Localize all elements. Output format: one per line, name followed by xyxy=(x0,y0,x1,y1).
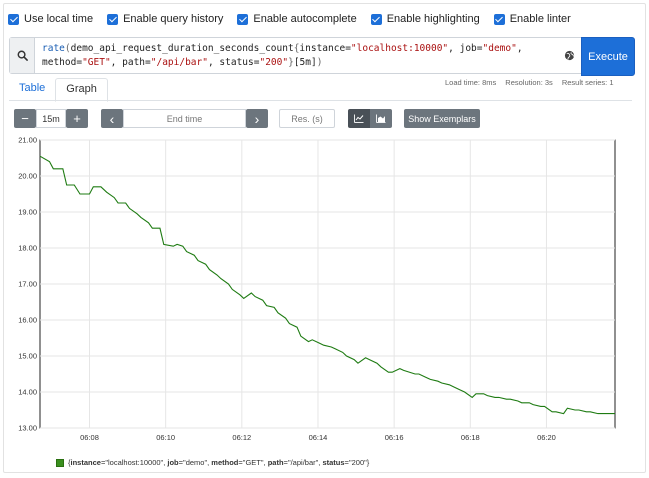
y-tick-label: 21.00 xyxy=(18,136,37,145)
y-tick-label: 16.00 xyxy=(18,316,37,325)
option-enable-query-history[interactable]: Enable query history xyxy=(107,13,223,25)
legend-label: {instance="localhost:10000", job="demo",… xyxy=(68,458,370,467)
execute-button[interactable]: Execute xyxy=(581,37,635,76)
tab-divider xyxy=(9,100,632,101)
result-series: Result series: 1 xyxy=(561,78,614,87)
legend-job: "demo" xyxy=(183,458,208,467)
query-label-key: instance xyxy=(299,43,346,54)
legend-status: "200" xyxy=(348,458,367,467)
globe-icon[interactable] xyxy=(558,38,580,73)
query-label-value: "200" xyxy=(259,57,289,68)
options-row: Use local time Enable query history Enab… xyxy=(8,11,585,27)
y-tick-label: 14.00 xyxy=(18,388,37,397)
search-icon xyxy=(10,38,35,73)
query-stats: Load time: 8ms Resolution: 3s Result serie… xyxy=(445,78,623,87)
prev-time-button[interactable]: ‹ xyxy=(101,109,123,128)
query-function: rate xyxy=(42,43,65,54)
resolution-input[interactable]: Res. (s) xyxy=(279,109,335,128)
option-label: Enable highlighting xyxy=(386,13,480,25)
tab-graph[interactable]: Graph xyxy=(55,78,108,102)
decrease-range-button[interactable]: − xyxy=(14,109,36,128)
stacked-chart-icon[interactable] xyxy=(370,109,392,128)
line-chart-icon[interactable] xyxy=(348,109,370,128)
option-label: Use local time xyxy=(24,13,94,25)
query-bar: rate(demo_api_request_duration_seconds_c… xyxy=(9,37,635,76)
x-tick-label: 06:16 xyxy=(385,433,404,442)
query-label-key: status xyxy=(219,57,254,68)
next-time-button[interactable]: › xyxy=(246,109,268,128)
x-tick-label: 06:12 xyxy=(232,433,251,442)
y-tick-label: 19.00 xyxy=(18,208,37,217)
y-tick-label: 15.00 xyxy=(18,352,37,361)
checkbox-checked-icon[interactable] xyxy=(237,13,249,25)
tab-table[interactable]: Table xyxy=(19,82,46,94)
x-axis: 06:08 06:10 06:12 06:14 06:16 06:18 06:20 xyxy=(80,433,556,442)
query-range: [5m] xyxy=(293,57,317,68)
view-tabs: Table Graph xyxy=(9,78,108,102)
end-time-input[interactable]: End time xyxy=(123,109,246,128)
x-tick-label: 06:08 xyxy=(80,433,99,442)
y-tick-label: 20.00 xyxy=(18,172,37,181)
legend-path: "/api/bar" xyxy=(287,458,319,467)
legend-method: "GET" xyxy=(242,458,264,467)
y-tick-label: 17.00 xyxy=(18,280,37,289)
legend-swatch xyxy=(56,458,64,467)
series-line xyxy=(39,155,615,415)
query-label-value: "/api/bar" xyxy=(150,57,208,68)
x-tick-label: 06:10 xyxy=(156,433,175,442)
option-label: Enable autocomplete xyxy=(253,13,357,25)
query-label-value: "localhost:10000" xyxy=(350,43,449,54)
x-tick-label: 06:18 xyxy=(461,433,480,442)
y-tick-label: 18.00 xyxy=(18,244,37,253)
show-exemplars-button[interactable]: Show Exemplars xyxy=(404,109,480,128)
query-label-key: job xyxy=(459,43,477,54)
query-expression-input[interactable]: rate(demo_api_request_duration_seconds_c… xyxy=(42,43,523,68)
query-label-key: method xyxy=(42,57,77,68)
option-enable-highlighting[interactable]: Enable highlighting xyxy=(370,13,480,25)
grid xyxy=(40,139,615,429)
checkbox-checked-icon[interactable] xyxy=(370,13,382,25)
query-label-key: path xyxy=(122,57,146,68)
option-label: Enable linter xyxy=(509,13,571,25)
checkbox-checked-icon[interactable] xyxy=(493,13,505,25)
checkbox-checked-icon[interactable] xyxy=(107,13,119,25)
graph-chart: 13.00 14.00 15.00 16.00 17.00 18.00 19.00 20.00… xyxy=(18,136,616,442)
x-tick-label: 06:20 xyxy=(537,433,556,442)
option-use-local-time[interactable]: Use local time xyxy=(8,13,93,25)
range-input[interactable]: 15m xyxy=(36,109,66,128)
y-tick-label: 13.00 xyxy=(18,424,37,433)
option-enable-linter[interactable]: Enable linter xyxy=(493,13,571,25)
checkbox-checked-icon[interactable] xyxy=(8,13,19,25)
query-label-value: "demo" xyxy=(482,43,517,54)
query-metric: demo_api_request_duration_seconds_count xyxy=(70,43,294,54)
y-axis: 13.00 14.00 15.00 16.00 17.00 18.00 19.00 20.00… xyxy=(18,136,37,433)
increase-range-button[interactable]: + xyxy=(66,109,88,128)
load-time: Load time: 8ms xyxy=(445,78,497,87)
query-label-value: "GET" xyxy=(82,57,111,68)
option-label: Enable query history xyxy=(123,13,224,25)
x-tick-label: 06:14 xyxy=(309,433,328,442)
option-enable-autocomplete[interactable]: Enable autocomplete xyxy=(237,13,357,25)
legend-instance: "localhost:10000" xyxy=(105,458,164,467)
legend[interactable]: {instance="localhost:10000", job="demo",… xyxy=(56,458,369,467)
resolution: Resolution: 3s xyxy=(505,78,553,87)
